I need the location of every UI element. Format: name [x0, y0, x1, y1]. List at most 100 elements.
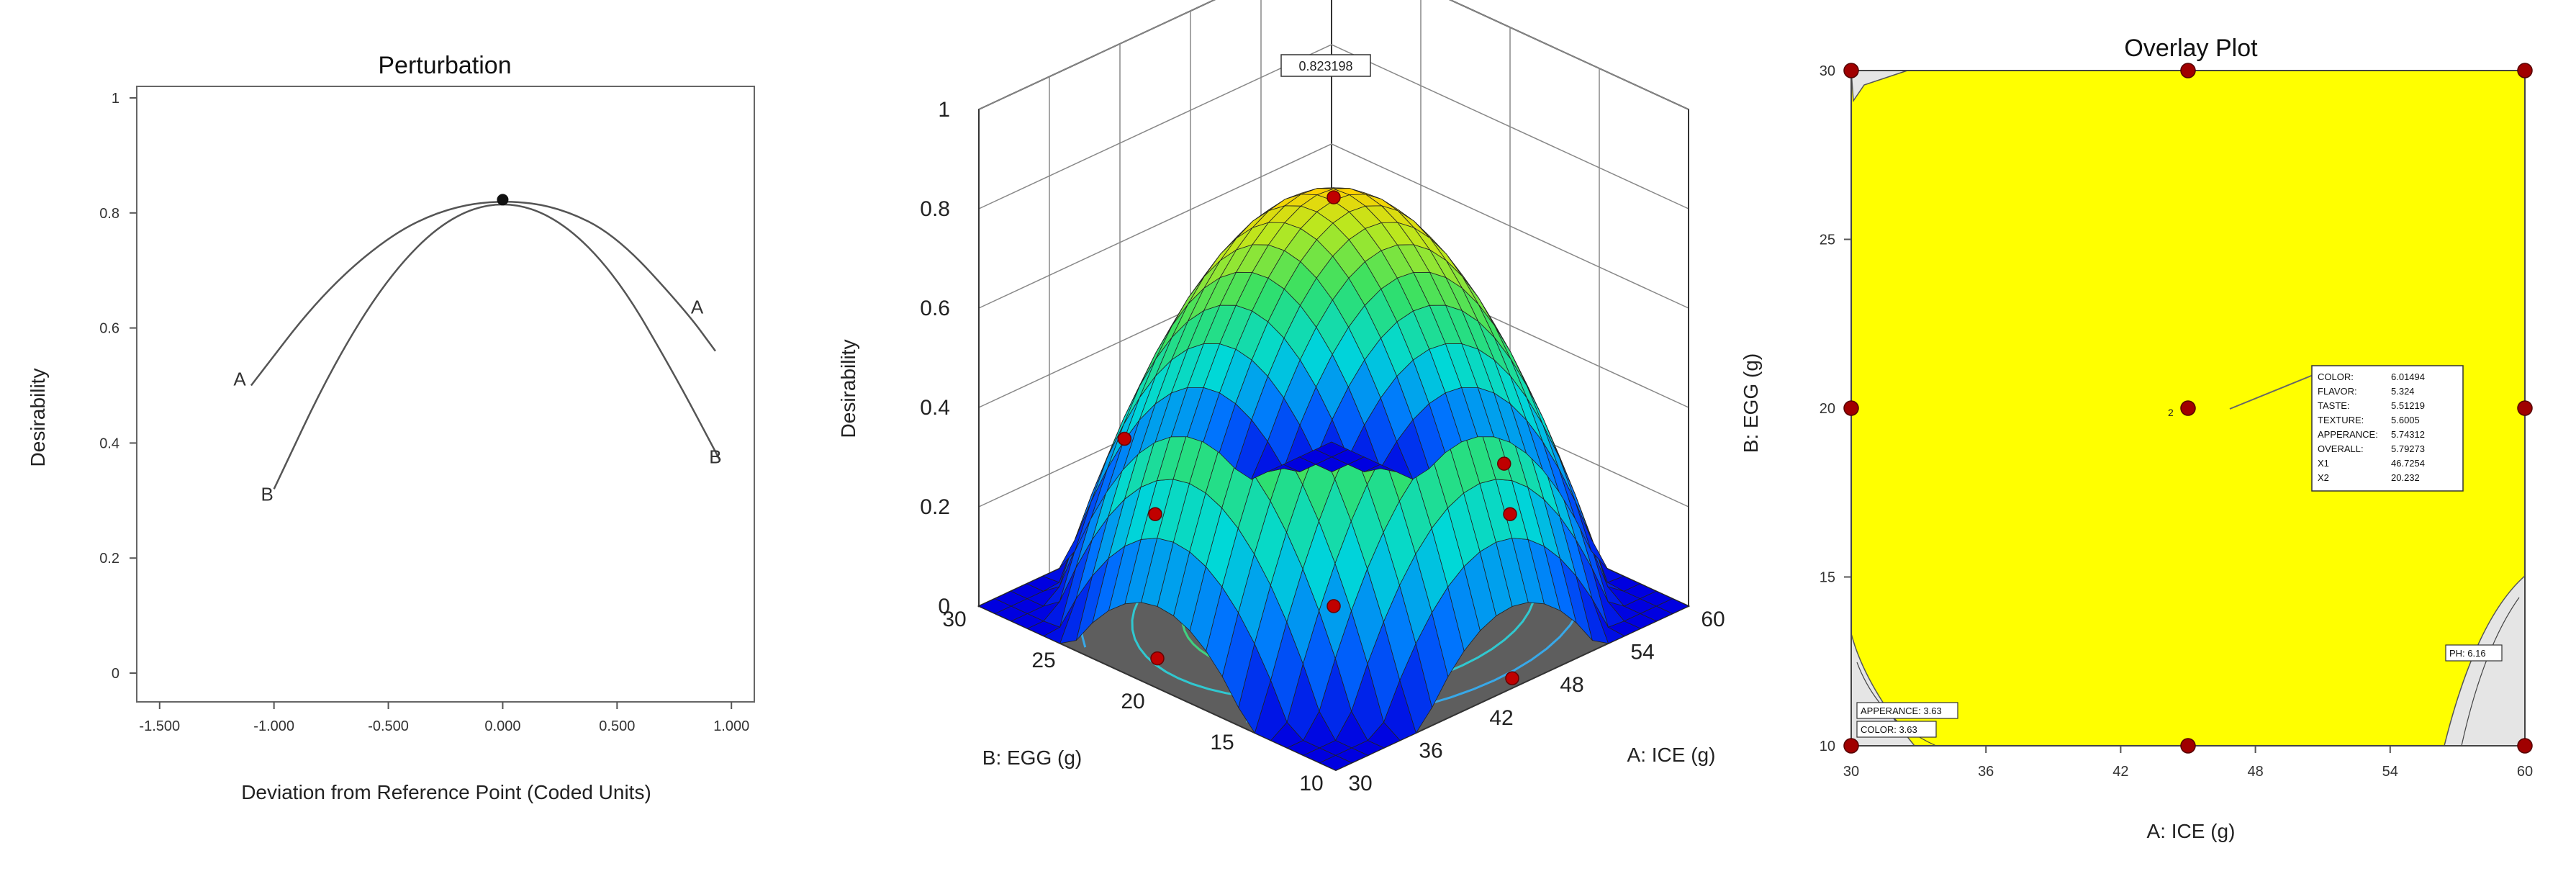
overlay-x-axis-label: A: ICE (g) [2147, 820, 2236, 842]
overlay-y-ticks: 10 15 20 25 30 [1820, 63, 1851, 754]
overlay-y-axis-label: B: EGG (g) [1740, 353, 1762, 453]
constraint-label: APPERANCE: 3.63 [1861, 705, 1942, 716]
tooltip-key: TASTE: [2318, 400, 2350, 411]
y-tick-label: 0.2 [99, 551, 119, 567]
perturbation-x-ticks: -1.500 -1.000 -0.500 0.000 0.500 1.000 [139, 702, 749, 734]
x-tick-label: 54 [1630, 641, 1654, 664]
x-tick-label: 48 [1560, 673, 1583, 697]
surface-3d-mesh [978, 187, 1689, 771]
y-tick-label: 25 [1031, 649, 1055, 672]
z-tick-label: 1 [938, 98, 950, 122]
x-tick-label: 54 [2382, 764, 2398, 780]
surface-3d-chart: 0 0.2 0.4 0.6 0.8 1 30 36 42 48 54 60 10 15 20 25 30 0.8… [837, 0, 1725, 795]
y-tick-label: 20 [1820, 401, 1835, 417]
y-tick-label: 30 [1820, 63, 1835, 79]
x-tick-label: -1.500 [139, 718, 180, 734]
optimum-tooltip: COLOR: 6.01494 FLAVOR: 5.324 TASTE: 5.51219 TE… [2311, 365, 2464, 492]
perturbation-frame [136, 86, 755, 703]
perturbation-x-axis-label: Deviation from Reference Point (Coded Un… [241, 781, 651, 803]
center-point-count: 2 [2168, 407, 2174, 418]
design-point [1327, 190, 1341, 204]
design-point [1843, 400, 1859, 416]
perturbation-series: A A B B [233, 194, 722, 505]
surface-y-axis-label: B: EGG (g) [982, 747, 1082, 769]
tooltip-key: APPERANCE: [2318, 429, 2378, 440]
design-point [1843, 63, 1859, 78]
tooltip-key: X2 [2318, 472, 2329, 483]
surface-3d-ticks: 0 0.2 0.4 0.6 0.8 1 30 36 42 48 54 60 10 15 20 25 30 [920, 98, 1725, 795]
x-tick-label: 42 [2112, 764, 2128, 780]
tooltip-value: 5.324 [2391, 386, 2415, 397]
curve-label: B [261, 483, 273, 505]
surface-3d-peak-label: 0.823198 [1280, 54, 1371, 77]
overlay-title: Overlay Plot [2124, 35, 2258, 62]
overlay-chart: Overlay Plot 30 36 42 48 54 60 10 15 20 25 30 2 C… [1740, 35, 2533, 842]
tooltip-value: 5.79273 [2391, 443, 2425, 454]
design-point [1148, 507, 1162, 521]
perturbation-y-axis-label: Desirability [27, 369, 49, 467]
y-tick-label: 15 [1820, 570, 1835, 586]
design-point [1117, 431, 1132, 446]
x-tick-label: 0.500 [599, 718, 635, 734]
x-tick-label: 48 [2247, 764, 2263, 780]
overlay-design-points [1843, 63, 2533, 754]
y-tick-label: 10 [1299, 772, 1323, 795]
tooltip-key: TEXTURE: [2318, 415, 2364, 425]
tooltip-key: COLOR: [2318, 371, 2354, 382]
tooltip-value: 46.7254 [2391, 458, 2425, 469]
y-tick-label: 0.4 [99, 436, 119, 451]
overlay-constraint-labels: APPERANCE: 3.63 COLOR: 3.63 PH: 6.16 [1856, 644, 2503, 738]
perturbation-y-ticks: 0 0.2 0.4 0.6 0.8 1 [99, 91, 137, 682]
y-tick-label: 1 [112, 91, 119, 107]
z-tick-label: 0 [938, 595, 950, 618]
design-point [2180, 63, 2196, 78]
tooltip-value: 5.51219 [2391, 400, 2425, 411]
x-tick-label: 1.000 [713, 718, 749, 734]
x-tick-label: 30 [1843, 764, 1859, 780]
design-point [2517, 63, 2533, 78]
constraint-label: PH: 6.16 [2449, 648, 2486, 659]
design-point [2180, 400, 2196, 416]
peak-value-label: 0.823198 [1298, 59, 1352, 73]
reference-point [497, 194, 509, 206]
x-tick-label: 36 [1978, 764, 1994, 780]
y-tick-label: 20 [1121, 690, 1144, 713]
surface-z-axis-label: Desirability [837, 340, 859, 438]
constraint-label: COLOR: 3.63 [1861, 724, 1917, 735]
tooltip-value: 6.01494 [2391, 371, 2425, 382]
curve-label: B [709, 446, 721, 467]
surface-3d-design-points [1117, 190, 1519, 685]
design-point [1150, 651, 1165, 666]
y-tick-label: 25 [1820, 233, 1835, 248]
design-point [2180, 738, 2196, 754]
x-tick-label: 0.000 [484, 718, 520, 734]
design-point [1327, 599, 1341, 613]
y-tick-label: 30 [942, 608, 966, 631]
y-tick-label: 10 [1820, 739, 1835, 754]
tooltip-value: 5.74312 [2391, 429, 2425, 440]
x-tick-label: -0.500 [368, 718, 409, 734]
tooltip-box [2311, 365, 2464, 492]
z-tick-label: 0.8 [920, 197, 950, 221]
tooltip-key: FLAVOR: [2318, 386, 2357, 397]
tooltip-value: 20.232 [2391, 472, 2420, 483]
z-tick-label: 0.2 [920, 495, 950, 519]
perturbation-title: Perturbation [378, 52, 511, 79]
x-tick-label: 42 [1489, 706, 1513, 730]
x-tick-label: 30 [1348, 772, 1372, 795]
x-tick-label: -1.000 [253, 718, 294, 734]
curve-label: A [691, 297, 704, 318]
surface-x-axis-label: A: ICE (g) [1627, 744, 1716, 766]
curve-label: A [233, 369, 246, 390]
y-tick-label: 0.8 [99, 206, 119, 222]
design-point [1497, 456, 1511, 471]
x-tick-label: 60 [2517, 764, 2533, 780]
y-tick-label: 0.6 [99, 321, 119, 337]
tooltip-value: 5.6005 [2391, 415, 2420, 425]
tooltip-leader-line [2229, 374, 2315, 410]
y-tick-label: 15 [1210, 731, 1234, 754]
y-tick-label: 0 [112, 666, 119, 682]
overlay-x-ticks: 30 36 42 48 54 60 [1843, 746, 2533, 780]
constraint-label-box [2445, 644, 2503, 662]
